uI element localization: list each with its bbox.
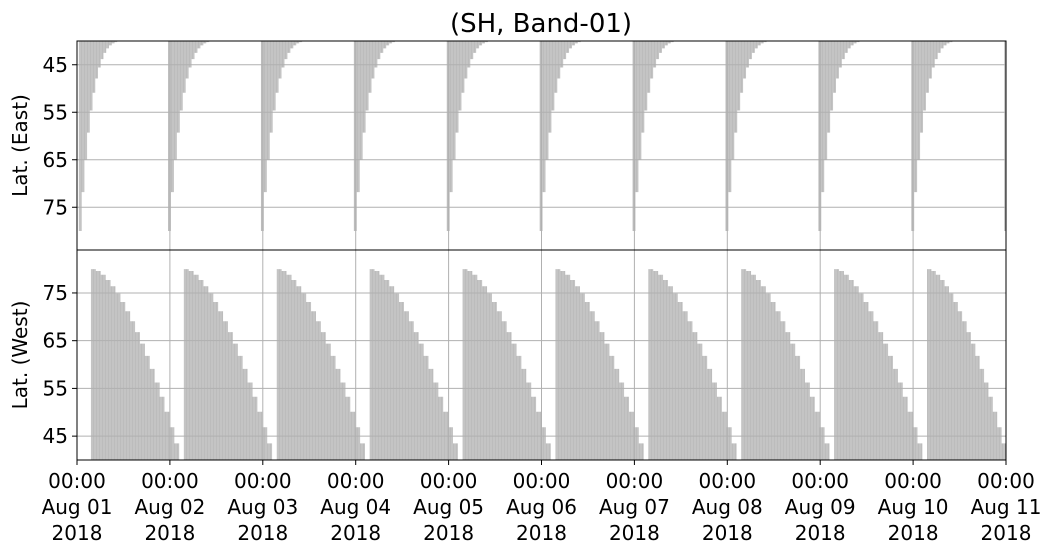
y-tick-label: 55 [43, 100, 68, 124]
y-tick-label: 45 [43, 53, 68, 77]
y-tick-label: 75 [43, 281, 68, 305]
y-tick-label: 45 [43, 424, 68, 448]
x-tick-label: 00:00 Aug 05 2018 [413, 469, 484, 545]
coverage-segment-west-6 [555, 269, 644, 460]
coverage-segment-west-8 [741, 269, 830, 460]
coverage-segment-west-3 [276, 269, 365, 460]
coverage-segment-east-4 [446, 41, 500, 231]
y-axis-label-east: Lat. (East) [8, 94, 32, 197]
y-tick-label: 75 [43, 195, 68, 219]
chart-title: (SH, Band-01) [450, 9, 632, 39]
x-tick-label: 00:00 Aug 09 2018 [785, 469, 856, 545]
coverage-segment-west-5 [462, 269, 551, 460]
coverage-segment-west-9 [834, 269, 923, 460]
coverage-segment-east-0 [78, 41, 129, 231]
coverage-segment-east-3 [353, 41, 407, 231]
x-tick-label: 00:00 Aug 04 2018 [320, 469, 391, 545]
coverage-segment-east-6 [632, 41, 686, 231]
panel-west: 45 55 65 75 Lat. (West) [8, 249, 1007, 461]
x-axis: 00:00 Aug 01 2018 00:00 Aug 02 2018 00:00 Aug 0… [42, 460, 1042, 545]
coverage-segment-west-2 [183, 269, 273, 460]
coverage-segment-east-8 [818, 41, 872, 231]
coverage-segment-east-5 [539, 41, 593, 231]
x-tick-label: 00:00 Aug 01 2018 [42, 469, 113, 545]
x-tick-label: 00:00 Aug 06 2018 [506, 469, 577, 545]
coverage-segment-west-4 [369, 269, 458, 460]
coverage-segment-east-7 [725, 41, 779, 231]
y-axis-label-west: Lat. (West) [8, 301, 32, 410]
coverage-segment-east-2 [260, 41, 314, 231]
coverage-segment-east-1 [168, 41, 221, 231]
x-tick-label: 00:00 Aug 10 2018 [878, 469, 949, 545]
coverage-segment-west-7 [648, 269, 737, 460]
plot-panels: 45 55 65 75 Lat. (East) 45 55 65 75 Lat. (West) [8, 40, 1007, 461]
coverage-segment-west-10 [927, 269, 1006, 460]
y-tick-label: 65 [43, 148, 68, 172]
y-tick-label: 65 [43, 329, 68, 353]
panel-east: 45 55 65 75 Lat. (East) [8, 40, 1007, 251]
x-tick-label: 00:00 Aug 07 2018 [599, 469, 670, 545]
coverage-segment-east-9 [911, 41, 965, 231]
x-tick-label: 00:00 Aug 08 2018 [692, 469, 763, 545]
x-tick-label: 00:00 Aug 02 2018 [134, 469, 205, 545]
x-tick-label: 00:00 Aug 11 2018 [971, 469, 1042, 545]
coverage-segment-west-1 [90, 269, 180, 460]
y-tick-label: 55 [43, 376, 68, 400]
x-tick-label: 00:00 Aug 03 2018 [227, 469, 298, 545]
